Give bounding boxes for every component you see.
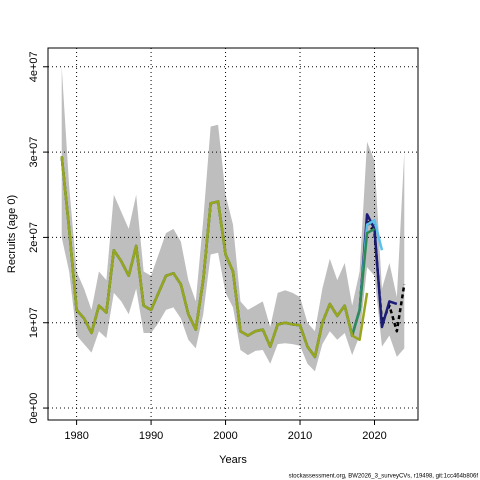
y-tick-label: 4e+07 xyxy=(28,51,40,82)
series-line xyxy=(60,156,369,359)
x-tick-label: 1990 xyxy=(139,430,163,442)
y-tick-label: 1e+07 xyxy=(28,307,40,338)
confidence-band xyxy=(61,66,405,372)
y-tick-label: 0e+00 xyxy=(28,393,40,424)
x-axis-label: Years xyxy=(219,454,247,466)
x-tick-label: 2020 xyxy=(362,430,386,442)
y-tick-label: 3e+07 xyxy=(28,137,40,168)
y-axis-label: Recruits (age 0) xyxy=(6,195,18,273)
plot-frame xyxy=(47,47,419,421)
x-tick-label: 2010 xyxy=(288,430,312,442)
x-tick-label: 2000 xyxy=(213,430,237,442)
footer: stockassessment.org, BW2026_3_surveyCVs,… xyxy=(289,474,479,480)
y-tick-label: 2e+07 xyxy=(28,222,40,253)
x-tick-label: 1980 xyxy=(64,430,88,442)
